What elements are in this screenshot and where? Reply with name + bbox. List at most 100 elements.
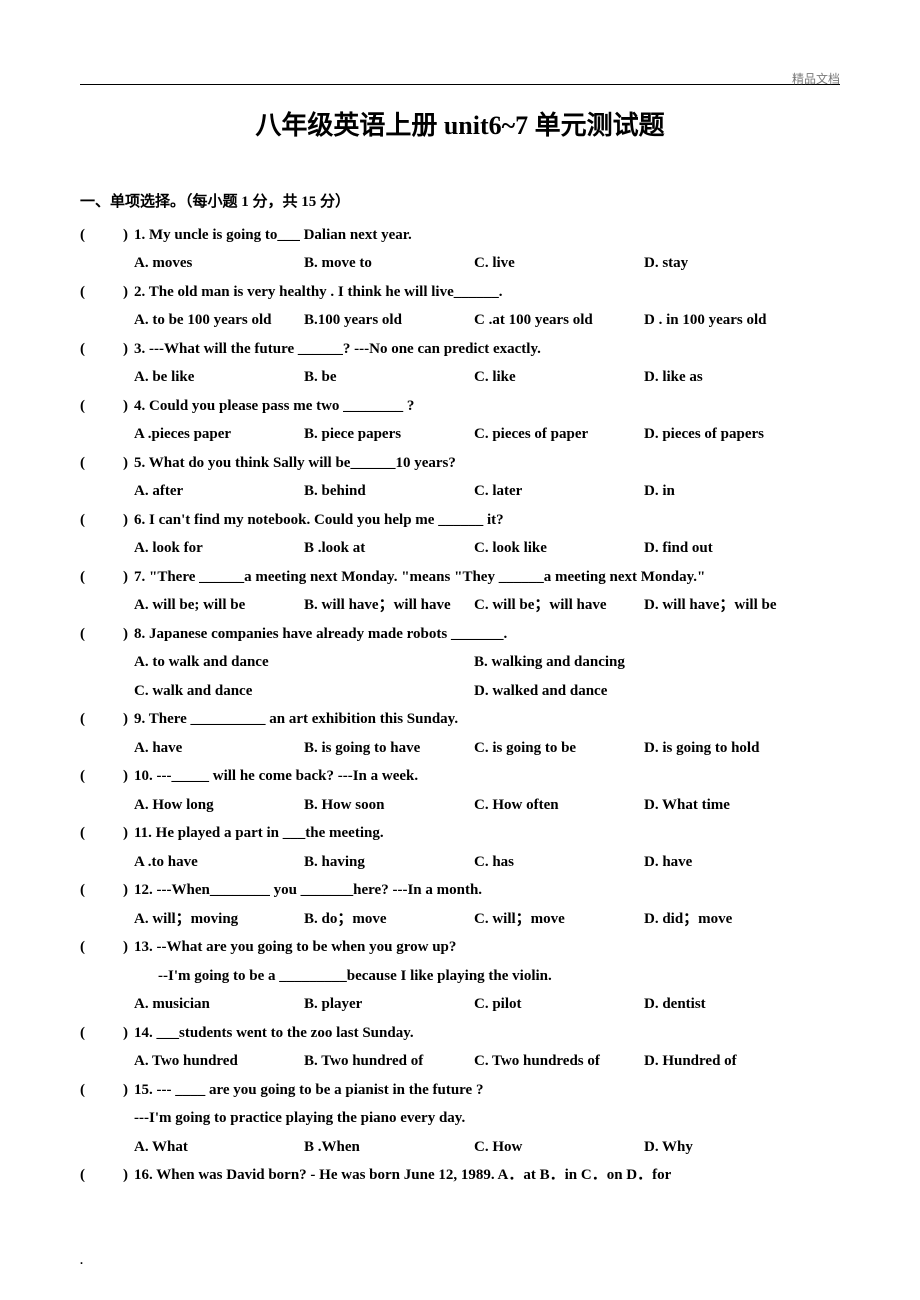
option: C. How often: [474, 791, 644, 820]
option: C. How: [474, 1133, 644, 1162]
option-row: A. movesB. move toC. liveD. stay: [80, 249, 840, 278]
option: B. will have；will have: [304, 591, 474, 620]
page-title: 八年级英语上册 unit6~7 单元测试题: [80, 101, 840, 150]
option: A. will；moving: [134, 905, 304, 934]
option: A. What: [134, 1133, 304, 1162]
option: D. is going to hold: [644, 734, 814, 763]
question-stem: 7. "There ______a meeting next Monday. "…: [134, 563, 840, 592]
bracket-left: (: [80, 819, 85, 848]
option: C. is going to be: [474, 734, 644, 763]
option: C. look like: [474, 534, 644, 563]
answer-bracket: (): [80, 1161, 134, 1190]
bracket-left: (: [80, 1019, 85, 1048]
option: D. have: [644, 848, 814, 877]
bracket-right: ): [123, 1076, 128, 1105]
option: C. has: [474, 848, 644, 877]
bracket-right: ): [123, 449, 128, 478]
option: C. will be；will have: [474, 591, 644, 620]
question-stem: 16. When was David born? - He was born J…: [134, 1161, 840, 1190]
option: B .When: [304, 1133, 474, 1162]
option: A. moves: [134, 249, 304, 278]
question-stem: 15. --- ____ are you going to be a piani…: [134, 1076, 840, 1105]
option: C. later: [474, 477, 644, 506]
bracket-left: (: [80, 278, 85, 307]
option: B. is going to have: [304, 734, 474, 763]
option: A. have: [134, 734, 304, 763]
question-stem: 14. ___students went to the zoo last Sun…: [134, 1019, 840, 1048]
bracket-right: ): [123, 506, 128, 535]
option: D. stay: [644, 249, 814, 278]
top-divider: [80, 84, 840, 85]
answer-bracket: (): [80, 620, 134, 649]
answer-bracket: (): [80, 1076, 134, 1105]
option: B. do；move: [304, 905, 474, 934]
option: B. having: [304, 848, 474, 877]
question-stem: 9. There __________ an art exhibition th…: [134, 705, 840, 734]
option: B. behind: [304, 477, 474, 506]
bracket-right: ): [123, 335, 128, 364]
bracket-right: ): [123, 933, 128, 962]
question-row: ()8. Japanese companies have already mad…: [80, 620, 840, 649]
option: A .to have: [134, 848, 304, 877]
page-marker: .: [80, 1249, 83, 1272]
bracket-left: (: [80, 762, 85, 791]
option: D. dentist: [644, 990, 814, 1019]
option: C. Two hundreds of: [474, 1047, 644, 1076]
option: A. will be; will be: [134, 591, 304, 620]
answer-bracket: (): [80, 876, 134, 905]
bracket-right: ): [123, 392, 128, 421]
question-stem: 8. Japanese companies have already made …: [134, 620, 840, 649]
option: A. to be 100 years old: [134, 306, 304, 335]
bracket-right: ): [123, 762, 128, 791]
question-row: ()4. Could you please pass me two ______…: [80, 392, 840, 421]
option: C. walk and dance: [134, 677, 474, 706]
question-row: ()5. What do you think Sally will be____…: [80, 449, 840, 478]
option: D. in: [644, 477, 814, 506]
question-stem: 2. The old man is very healthy . I think…: [134, 278, 840, 307]
question-row: ()3. ---What will the future ______? ---…: [80, 335, 840, 364]
option: B. walking and dancing: [474, 648, 814, 677]
question-row: ()13. --What are you going to be when yo…: [80, 933, 840, 962]
bracket-left: (: [80, 563, 85, 592]
question-row: ()14. ___students went to the zoo last S…: [80, 1019, 840, 1048]
option-row: A .to haveB. havingC. hasD. have: [80, 848, 840, 877]
question-row: ()6. I can't find my notebook. Could you…: [80, 506, 840, 535]
option: D. Hundred of: [644, 1047, 814, 1076]
answer-bracket: (): [80, 563, 134, 592]
option: C. pilot: [474, 990, 644, 1019]
bracket-left: (: [80, 876, 85, 905]
question-row: ()10. ---_____ will he come back? ---In …: [80, 762, 840, 791]
question-row: ()15. --- ____ are you going to be a pia…: [80, 1076, 840, 1105]
answer-bracket: (): [80, 705, 134, 734]
option-row: A. Two hundredB. Two hundred ofC. Two hu…: [80, 1047, 840, 1076]
option-row: A. to walk and danceB. walking and danci…: [80, 648, 840, 677]
option: D. like as: [644, 363, 814, 392]
option: A. look for: [134, 534, 304, 563]
option: C. live: [474, 249, 644, 278]
option-row: A. look forB .look atC. look likeD. find…: [80, 534, 840, 563]
question-stem: 11. He played a part in ___the meeting.: [134, 819, 840, 848]
question-stem: 12. ---When________ you _______here? ---…: [134, 876, 840, 905]
question-row: ()11. He played a part in ___the meeting…: [80, 819, 840, 848]
bracket-left: (: [80, 506, 85, 535]
question-stem: 3. ---What will the future ______? ---No…: [134, 335, 840, 364]
question-stem-line2: ---I'm going to practice playing the pia…: [80, 1104, 840, 1133]
question-stem: 4. Could you please pass me two ________…: [134, 392, 840, 421]
option: A .pieces paper: [134, 420, 304, 449]
bracket-left: (: [80, 620, 85, 649]
bracket-left: (: [80, 221, 85, 250]
question-stem-line2: --I'm going to be a _________because I l…: [80, 962, 840, 991]
option: B. player: [304, 990, 474, 1019]
bracket-left: (: [80, 335, 85, 364]
bracket-left: (: [80, 705, 85, 734]
question-stem: 5. What do you think Sally will be______…: [134, 449, 840, 478]
bracket-right: ): [123, 620, 128, 649]
bracket-left: (: [80, 392, 85, 421]
bracket-right: ): [123, 705, 128, 734]
option-row: A. afterB. behindC. laterD. in: [80, 477, 840, 506]
bracket-right: ): [123, 1161, 128, 1190]
question-row: ()16. When was David born? - He was born…: [80, 1161, 840, 1190]
option: C. like: [474, 363, 644, 392]
bracket-right: ): [123, 819, 128, 848]
option: A. Two hundred: [134, 1047, 304, 1076]
